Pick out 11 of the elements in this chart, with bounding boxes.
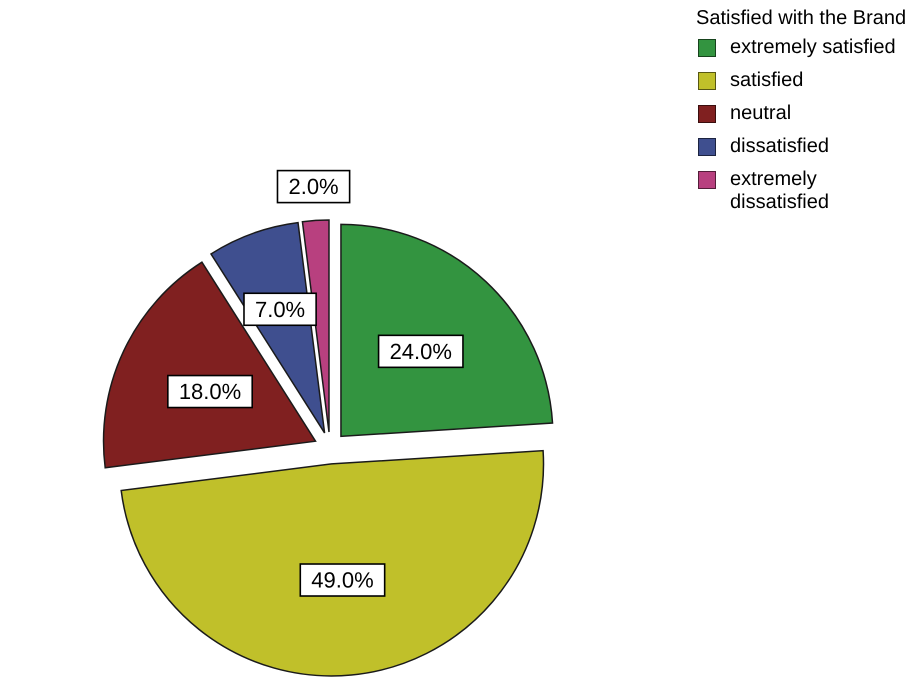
data-label: 49.0% [311, 568, 374, 593]
legend-label: extremely satisfied [730, 36, 897, 59]
data-label: 24.0% [390, 338, 452, 364]
legend-label: dissatisfied [730, 135, 830, 158]
data-label: 7.0% [254, 296, 306, 322]
data-label: 2.0% [288, 174, 339, 200]
legend-title: Satisfied with the Brand [696, 6, 908, 30]
legend-label: satisfied [730, 69, 804, 92]
legend-label: extremely dissatisfied [730, 168, 830, 214]
legend-label: neutral [730, 102, 792, 125]
data-label: 18.0% [178, 379, 242, 404]
